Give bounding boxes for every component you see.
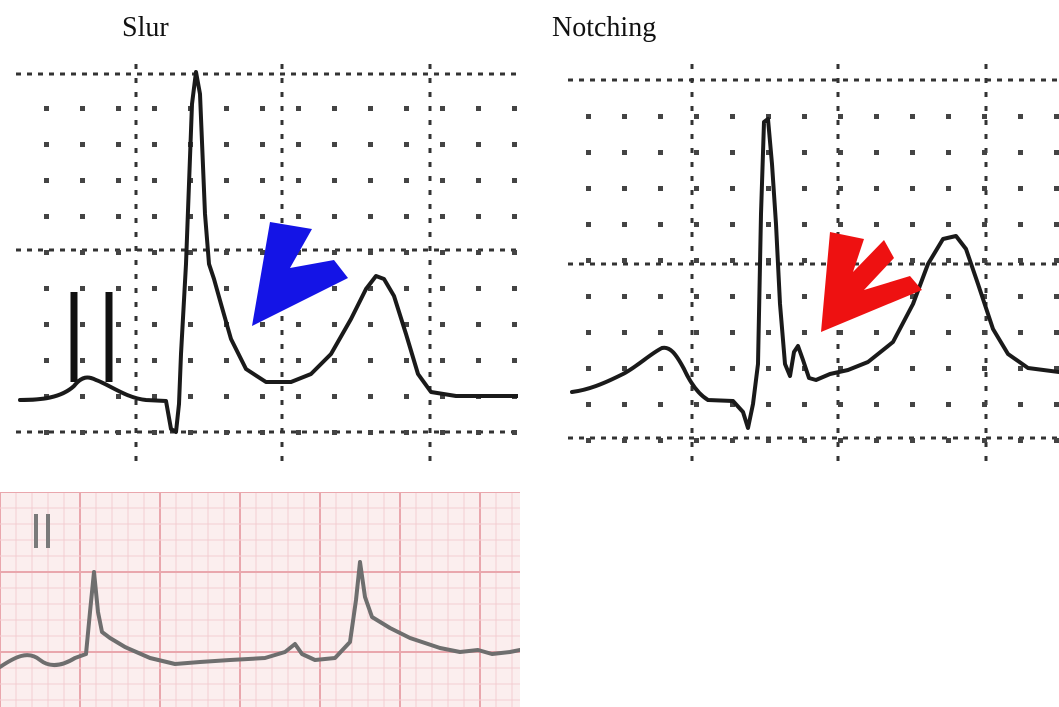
slur-ecg-trace <box>18 70 518 434</box>
slur-ecg-panel <box>16 64 518 468</box>
notching-caption: Notching <box>552 12 657 43</box>
notching-ecg-panel <box>568 64 1059 466</box>
ecg-strip-lead-marker <box>34 514 50 548</box>
slur-arrow <box>252 222 348 326</box>
notching-grid <box>568 64 1059 466</box>
ecg-strip-lead-ii <box>0 492 520 707</box>
notching-ecg-figure <box>568 64 1059 466</box>
ecg-strip-figure <box>0 492 520 707</box>
slur-lead-marker <box>70 292 113 382</box>
slur-ecg-figure <box>16 64 518 468</box>
notching-arrow <box>821 232 922 332</box>
slur-caption: Slur <box>122 12 169 43</box>
notching-ecg-trace <box>570 117 1059 430</box>
slur-grid <box>16 64 518 468</box>
ecg-strip-grid <box>0 492 520 707</box>
ecg-strip-trace <box>0 560 520 669</box>
